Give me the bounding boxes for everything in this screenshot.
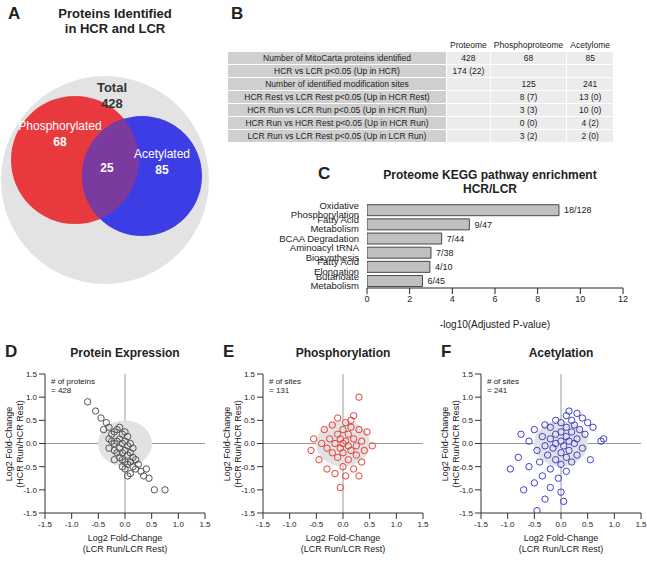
svg-text:-1.0: -1.0 — [501, 520, 515, 529]
svg-text:1.0: 1.0 — [609, 520, 621, 529]
svg-text:10: 10 — [575, 294, 585, 304]
svg-text:-1.5: -1.5 — [459, 509, 473, 518]
svg-text:6/45: 6/45 — [427, 276, 445, 286]
svg-text:4/10: 4/10 — [435, 262, 453, 272]
svg-text:9/47: 9/47 — [474, 220, 492, 230]
svg-text:0.0: 0.0 — [555, 520, 567, 529]
svg-text:-0.5: -0.5 — [91, 520, 105, 529]
svg-text:0.5: 0.5 — [462, 416, 474, 425]
svg-text:0.5: 0.5 — [244, 416, 256, 425]
svg-text:1.5: 1.5 — [462, 370, 474, 379]
svg-text:7/44: 7/44 — [447, 234, 465, 244]
svg-text:8: 8 — [535, 294, 540, 304]
svg-text:ButanoateMetabolism: ButanoateMetabolism — [310, 271, 359, 292]
svg-text:1.5: 1.5 — [244, 370, 256, 379]
svg-text:1.0: 1.0 — [173, 520, 185, 529]
svg-text:1.5: 1.5 — [417, 520, 429, 529]
svg-text:85: 85 — [155, 163, 169, 177]
svg-text:18/128: 18/128 — [564, 205, 592, 215]
svg-text:0.0: 0.0 — [119, 520, 131, 529]
svg-text:Total: Total — [97, 80, 127, 95]
svg-text:-0.5: -0.5 — [309, 520, 323, 529]
svg-text:0.0: 0.0 — [462, 439, 474, 448]
svg-text:1.0: 1.0 — [391, 520, 403, 529]
svg-text:-1.5: -1.5 — [256, 520, 270, 529]
svg-text:1.5: 1.5 — [26, 370, 38, 379]
svg-text:7/38: 7/38 — [436, 248, 454, 258]
svg-text:6: 6 — [492, 294, 497, 304]
svg-text:1.0: 1.0 — [26, 393, 38, 402]
svg-text:Fatty AcidMetabolism: Fatty AcidMetabolism — [310, 214, 359, 235]
svg-text:1.5: 1.5 — [199, 520, 211, 529]
svg-text:0.5: 0.5 — [146, 520, 158, 529]
svg-text:25: 25 — [100, 161, 114, 175]
svg-text:-1.0: -1.0 — [283, 520, 297, 529]
svg-text:-log10(Adjusted P-value): -log10(Adjusted P-value) — [440, 319, 550, 330]
svg-text:-0.5: -0.5 — [23, 463, 37, 472]
svg-text:12: 12 — [618, 294, 628, 304]
svg-text:0.5: 0.5 — [364, 520, 376, 529]
svg-text:4: 4 — [450, 294, 455, 304]
svg-text:-1.0: -1.0 — [65, 520, 79, 529]
svg-text:-0.5: -0.5 — [459, 463, 473, 472]
svg-text:-1.0: -1.0 — [23, 486, 37, 495]
svg-text:1.0: 1.0 — [462, 393, 474, 402]
svg-text:0: 0 — [364, 294, 369, 304]
svg-text:-1.0: -1.0 — [459, 486, 473, 495]
svg-text:-0.5: -0.5 — [527, 520, 541, 529]
svg-text:0.0: 0.0 — [337, 520, 349, 529]
svg-text:0.0: 0.0 — [244, 439, 256, 448]
svg-text:68: 68 — [53, 135, 67, 149]
svg-text:-1.5: -1.5 — [474, 520, 488, 529]
svg-text:1.5: 1.5 — [635, 520, 639, 529]
svg-text:-1.5: -1.5 — [241, 509, 255, 518]
svg-text:Phosphorylated: Phosphorylated — [18, 119, 101, 133]
svg-text:-1.5: -1.5 — [38, 520, 52, 529]
svg-text:-0.5: -0.5 — [241, 463, 255, 472]
svg-text:0.5: 0.5 — [26, 416, 38, 425]
svg-text:0.5: 0.5 — [582, 520, 594, 529]
svg-text:0.0: 0.0 — [26, 439, 38, 448]
svg-text:-1.0: -1.0 — [241, 486, 255, 495]
svg-text:2: 2 — [407, 294, 412, 304]
svg-text:428: 428 — [101, 96, 123, 111]
svg-text:1.0: 1.0 — [244, 393, 256, 402]
svg-text:Acetylated: Acetylated — [134, 147, 190, 161]
svg-text:-1.5: -1.5 — [23, 509, 37, 518]
